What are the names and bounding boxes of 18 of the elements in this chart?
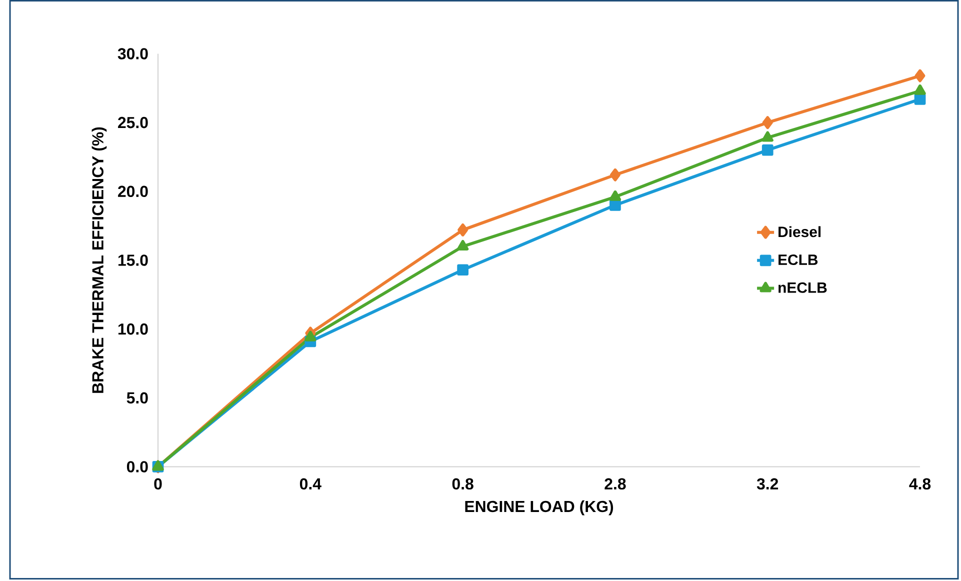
x-tick-label: 0.8 [452, 478, 474, 490]
legend-label: nECLB [778, 282, 827, 294]
x-tick-label: 2.8 [604, 478, 626, 490]
x-axis-title: ENGINE LOAD (KG) [465, 500, 614, 516]
y-tick-label: 20.0 [118, 186, 148, 198]
x-tick-label: 3.2 [756, 478, 778, 490]
y-axis-title: BRAKE THERMAL EFFICIENCY (%) [92, 127, 107, 394]
x-tick-label: 4.8 [909, 478, 931, 490]
y-tick-label: 15.0 [118, 254, 148, 266]
y-tick-label: 30.0 [118, 48, 148, 60]
y-tick-label: 10.0 [118, 324, 148, 335]
y-tick-label: 0.0 [126, 461, 148, 473]
legend-label: ECLB [778, 254, 818, 266]
y-tick-label: 5.0 [126, 392, 148, 404]
legend-label: Diesel [778, 226, 821, 238]
y-tick-label: 25.0 [118, 117, 148, 128]
x-tick-label: 0 [154, 478, 162, 490]
x-tick-label: 0.4 [300, 478, 322, 490]
